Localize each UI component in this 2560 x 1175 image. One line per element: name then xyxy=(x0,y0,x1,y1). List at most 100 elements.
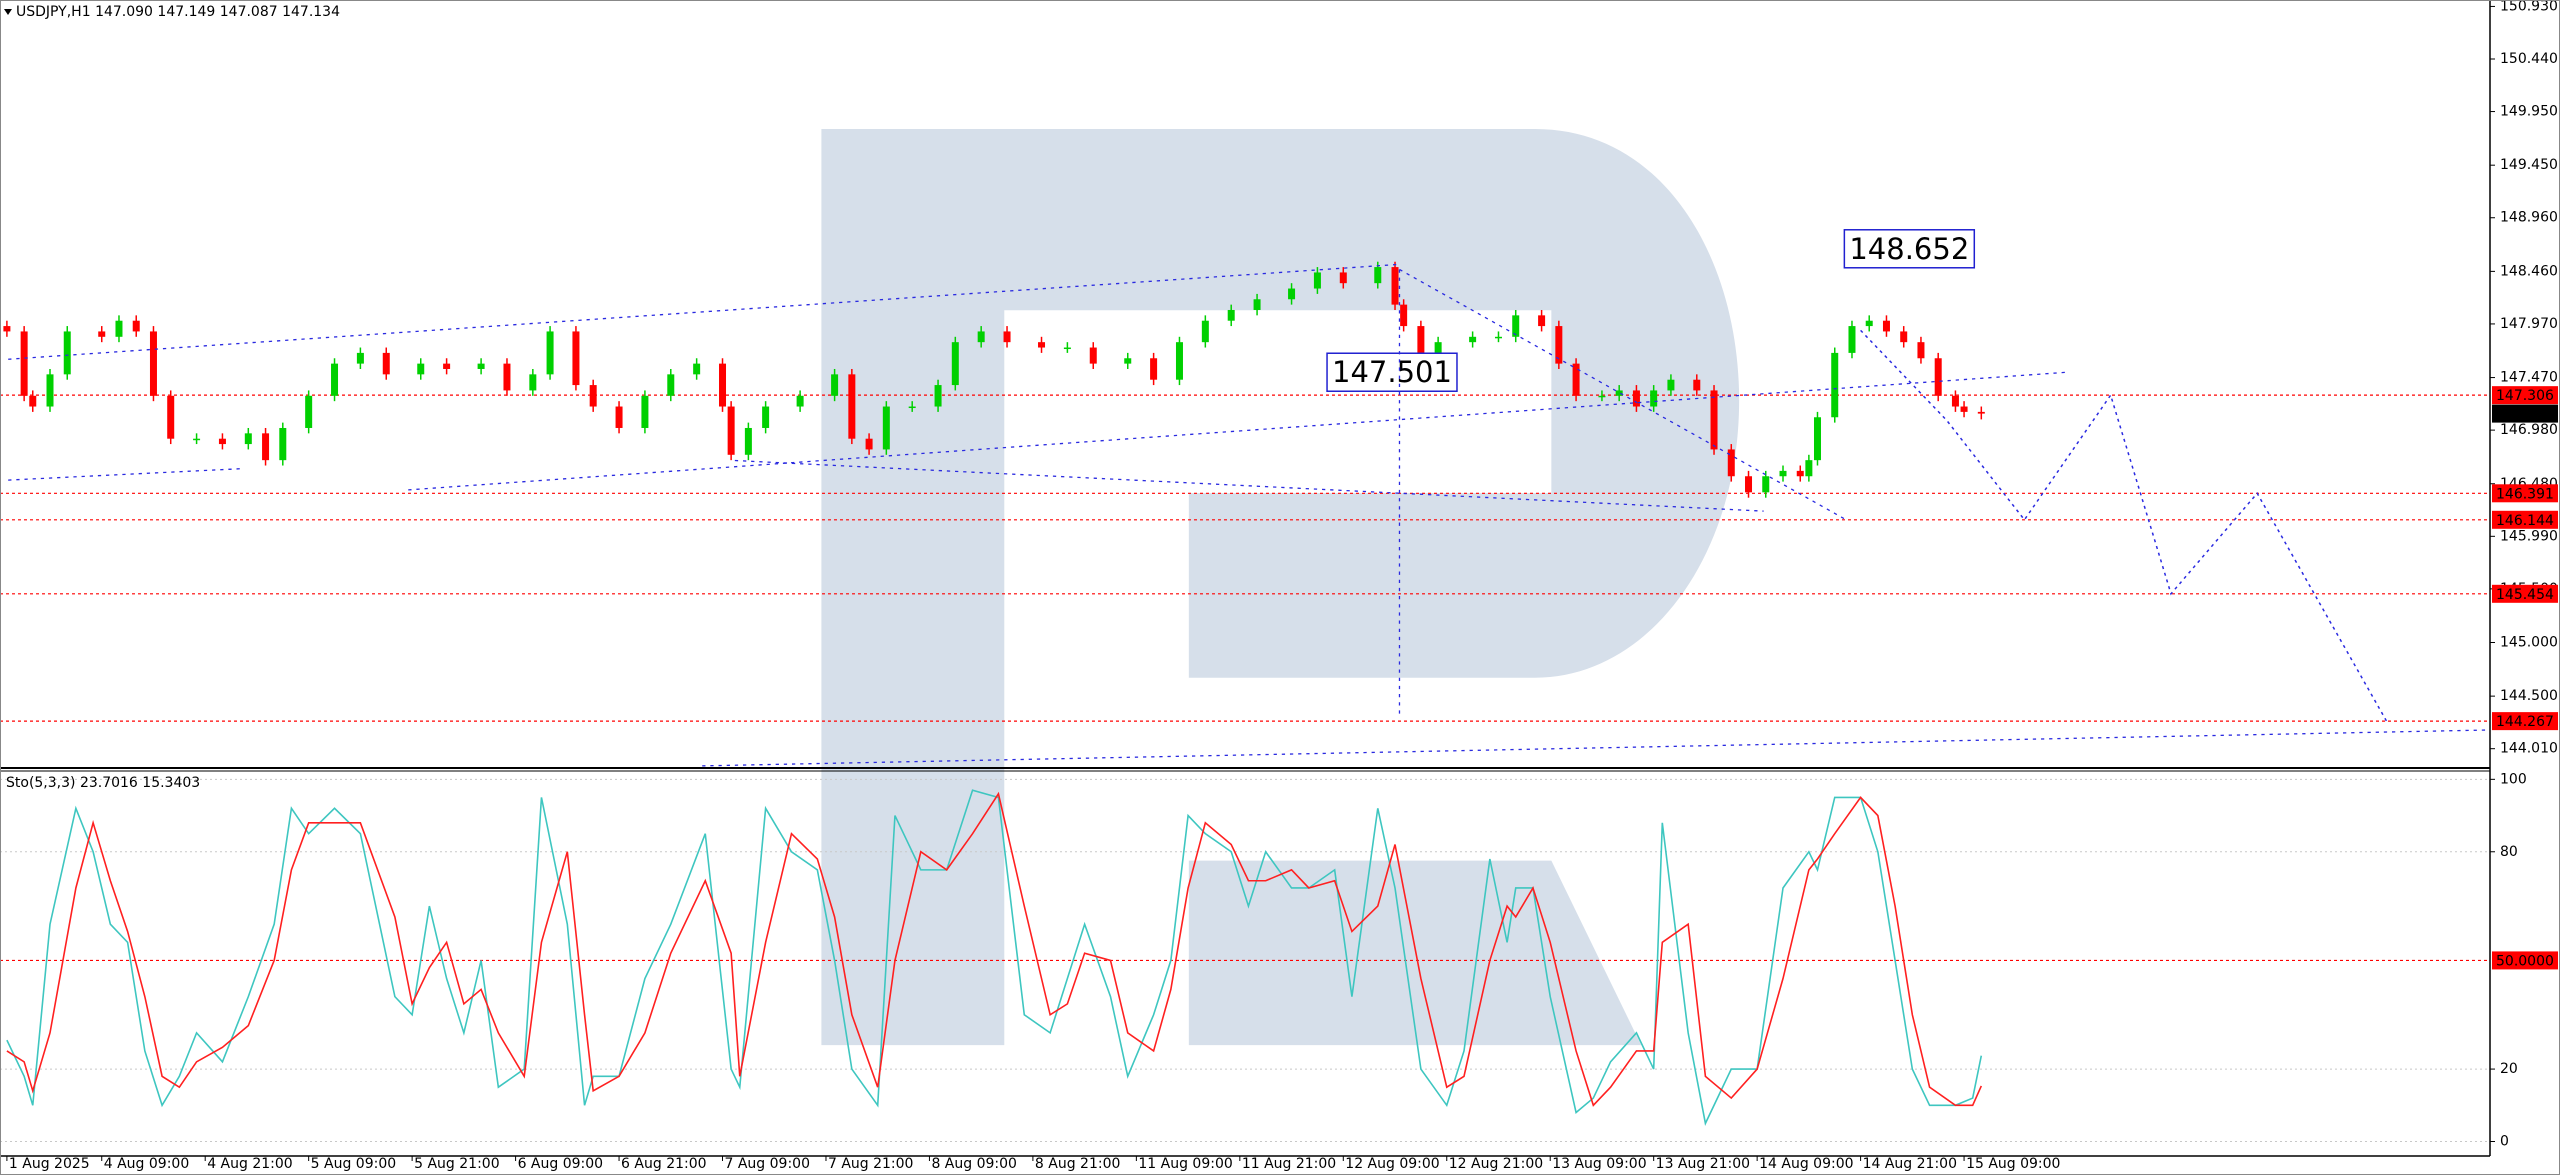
x-tick-label: 8 Aug 21:00 xyxy=(1035,1156,1121,1172)
candle-body xyxy=(115,320,123,337)
level-box xyxy=(2492,712,2558,731)
candle-body xyxy=(29,395,37,407)
candle-body xyxy=(1960,406,1968,412)
candle-body xyxy=(796,395,804,407)
x-tick-label: 6 Aug 21:00 xyxy=(621,1156,707,1172)
candle-body xyxy=(727,406,735,455)
candle-body xyxy=(1253,299,1261,310)
candle-body xyxy=(1796,470,1804,477)
candle-body xyxy=(1339,272,1347,284)
current-price-box xyxy=(2492,404,2558,423)
candle-body xyxy=(98,331,106,337)
candle-body xyxy=(1089,347,1097,364)
x-tick-label: 14 Aug 21:00 xyxy=(1863,1156,1957,1172)
y-tick-label: 149.950 xyxy=(2500,104,2558,120)
candle-body xyxy=(1572,363,1580,396)
candle-body xyxy=(1813,417,1821,461)
candle-body xyxy=(1512,315,1520,337)
candle-body xyxy=(977,331,985,343)
candle-body xyxy=(443,363,451,369)
y-tick-label: 20 xyxy=(2500,1061,2518,1077)
level-box xyxy=(2492,584,2558,603)
candle-body xyxy=(1831,352,1839,418)
candle-body xyxy=(1805,460,1813,477)
candle-body xyxy=(1865,320,1873,327)
candle-body xyxy=(882,406,890,450)
candle-body xyxy=(1538,315,1546,327)
candle-body xyxy=(1201,320,1209,343)
candle-body xyxy=(1003,331,1011,343)
candle-body xyxy=(1374,267,1382,284)
candle-body xyxy=(1667,379,1675,391)
candle-body xyxy=(1745,476,1753,493)
candle-body xyxy=(244,433,252,445)
y-tick-label: 146.980 xyxy=(2500,422,2558,438)
candle-body xyxy=(1848,326,1856,353)
candle-body xyxy=(1650,390,1658,407)
candle-body xyxy=(934,385,942,407)
candle-body xyxy=(1469,336,1477,343)
watermark xyxy=(821,129,1740,1046)
candle-body xyxy=(831,374,839,396)
x-tick-label: 15 Aug 09:00 xyxy=(1966,1156,2060,1172)
candle-body xyxy=(3,326,11,332)
current-price-label: 147.134 xyxy=(2496,407,2554,423)
annotation-label: 148.652 xyxy=(1849,232,1969,266)
candle-body xyxy=(1917,342,1925,359)
candle-body xyxy=(1313,272,1321,289)
channel-line xyxy=(734,459,1764,512)
candle-body xyxy=(615,406,623,428)
candle-body xyxy=(762,406,770,428)
candle-body xyxy=(331,363,339,396)
candle-body xyxy=(1977,411,1985,414)
candle-body xyxy=(167,395,175,439)
candle-body xyxy=(1494,336,1502,339)
candle-body xyxy=(1900,331,1908,343)
y-tick-label: 144.500 xyxy=(2500,688,2558,704)
candle-body xyxy=(1150,358,1158,380)
level-box xyxy=(2492,510,2558,529)
logo xyxy=(821,129,1740,1046)
x-tick-label: 5 Aug 09:00 xyxy=(311,1156,397,1172)
candle-body xyxy=(908,406,916,409)
y-tick-label: 149.450 xyxy=(2500,157,2558,173)
candle-body xyxy=(589,385,597,407)
y-tick-label: 150.930 xyxy=(2500,0,2558,14)
level-label: 145.454 xyxy=(2496,587,2554,603)
y-tick-label: 100 xyxy=(2500,771,2527,787)
candle-body xyxy=(63,331,71,375)
candle-body xyxy=(356,352,364,364)
candle-body xyxy=(693,363,701,375)
x-tick-label: 13 Aug 09:00 xyxy=(1552,1156,1646,1172)
candle-body xyxy=(848,374,856,439)
y-tick-label: 145.000 xyxy=(2500,635,2558,651)
candle-body xyxy=(1417,326,1425,353)
candle-body xyxy=(1615,390,1623,396)
x-tick-label: 4 Aug 21:00 xyxy=(207,1156,293,1172)
candle-body xyxy=(1124,358,1132,364)
candle-body xyxy=(719,363,727,407)
annotation-label: 147.501 xyxy=(1332,355,1452,389)
forecast-line xyxy=(1860,329,2388,722)
x-tick-label: 13 Aug 21:00 xyxy=(1656,1156,1750,1172)
y-tick-label: 144.010 xyxy=(2500,741,2558,757)
candle-body xyxy=(546,331,554,375)
channel-line xyxy=(8,468,242,481)
candle-body xyxy=(1693,379,1701,391)
y-tick-label: 148.460 xyxy=(2500,263,2558,279)
level-label: 146.144 xyxy=(2496,513,2554,529)
x-tick-label: 8 Aug 09:00 xyxy=(931,1156,1017,1172)
candle-body xyxy=(1038,342,1046,348)
candle-body xyxy=(1951,395,1959,407)
candle-body xyxy=(1175,342,1183,380)
x-tick-label: 11 Aug 09:00 xyxy=(1138,1156,1232,1172)
panel-title: USDJPY,H1 147.090 147.149 147.087 147.13… xyxy=(16,4,340,20)
candle-body xyxy=(1882,320,1890,332)
candle-body xyxy=(865,438,873,450)
channel-line xyxy=(8,263,1397,360)
x-tick-label: 7 Aug 09:00 xyxy=(725,1156,811,1172)
candle-body xyxy=(149,331,157,396)
level-label: 144.267 xyxy=(2496,714,2554,730)
